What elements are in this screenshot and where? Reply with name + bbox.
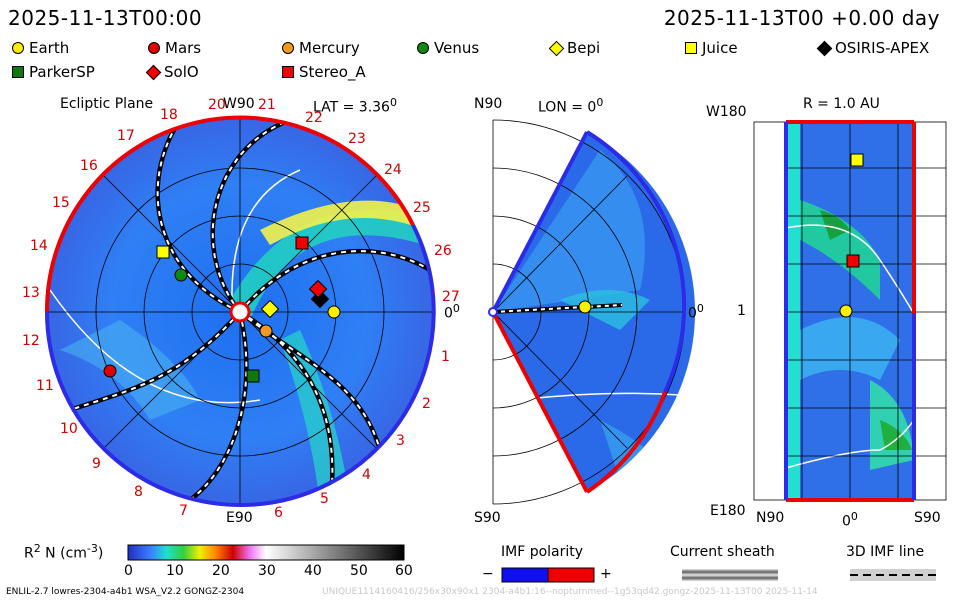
rotation-number: 21 bbox=[258, 97, 276, 113]
rotation-number: 16 bbox=[80, 158, 98, 174]
rotation-number: 6 bbox=[274, 505, 283, 521]
colorbar-tick: 30 bbox=[258, 563, 276, 579]
ecliptic-title: Ecliptic Plane bbox=[60, 96, 154, 112]
meridional-right-label: 00 bbox=[688, 302, 704, 322]
ecliptic-top-label: W90 bbox=[223, 96, 255, 112]
sun-marker bbox=[229, 301, 251, 323]
colorbar-gradient bbox=[127, 544, 405, 561]
radial-earth-marker bbox=[839, 304, 853, 318]
radial-tick-0: 00 bbox=[842, 510, 858, 530]
radial-stereo-a-marker bbox=[846, 254, 860, 268]
solo-marker bbox=[308, 279, 328, 299]
rotation-number: 8 bbox=[134, 484, 143, 500]
legend-parkersp: ParkerSP bbox=[12, 63, 95, 81]
rotation-number: 10 bbox=[60, 421, 78, 437]
rotation-number: 26 bbox=[434, 243, 452, 259]
colorbar-tick: 50 bbox=[350, 563, 368, 579]
legend-mercury: Mercury bbox=[282, 39, 360, 57]
legend-solo: SolO bbox=[145, 63, 199, 81]
imf-plus-label: + bbox=[600, 566, 612, 582]
ecliptic-lat-label: LAT = 3.360 bbox=[313, 96, 397, 116]
radial-top-left-label: W180 bbox=[706, 104, 747, 120]
rotation-number: 7 bbox=[179, 503, 188, 519]
legend-venus: Venus bbox=[417, 39, 479, 57]
left-timestamp: 2025-11-13T00:00 bbox=[8, 6, 203, 30]
legend-juice: Juice bbox=[685, 39, 738, 57]
rotation-number: 27 bbox=[442, 289, 460, 305]
rotation-number: 2 bbox=[422, 396, 431, 412]
radial-juice-marker bbox=[850, 153, 864, 167]
mercury-marker bbox=[259, 324, 273, 338]
imf-polarity-label: IMF polarity bbox=[501, 544, 584, 560]
earth-marker bbox=[327, 305, 341, 319]
rotation-number: 23 bbox=[348, 131, 366, 147]
rotation-number: 9 bbox=[92, 456, 101, 472]
colorbar-tick: 0 bbox=[124, 563, 133, 579]
rotation-number: 14 bbox=[30, 238, 48, 254]
meridional-earth-marker bbox=[578, 300, 592, 314]
ecliptic-right-label: 00 bbox=[444, 302, 460, 322]
rotation-number: 18 bbox=[160, 107, 178, 123]
colorbar-tick: 20 bbox=[212, 563, 230, 579]
rotation-number: 25 bbox=[413, 200, 431, 216]
ecliptic-bottom-label: E90 bbox=[226, 510, 253, 526]
parkersp-marker bbox=[246, 369, 260, 383]
colorbar-tick: 10 bbox=[166, 563, 184, 579]
legend-mars: Mars bbox=[148, 39, 201, 57]
legend-earth: Earth bbox=[12, 39, 69, 57]
imf-minus-label: − bbox=[482, 566, 494, 582]
radial-mid-left-label: 1 bbox=[737, 303, 746, 319]
earth-marker-icon bbox=[12, 42, 24, 54]
meridional-lon-label: LON = 00 bbox=[538, 96, 604, 116]
stereo-a-marker-icon bbox=[282, 66, 294, 78]
rotation-number: 22 bbox=[305, 110, 323, 126]
rotation-number: 17 bbox=[117, 128, 135, 144]
rotation-number: 5 bbox=[320, 491, 329, 507]
meridional-bottom-label: S90 bbox=[474, 510, 501, 526]
rotation-number: 24 bbox=[384, 162, 402, 178]
legend-osiris-apex: OSIRIS-APEX bbox=[816, 39, 929, 57]
rotation-number: 11 bbox=[36, 378, 54, 394]
mars-marker bbox=[103, 364, 117, 378]
meridional-top-label: N90 bbox=[474, 96, 503, 112]
rotation-number: 1 bbox=[441, 349, 450, 365]
colorbar-tick: 40 bbox=[304, 563, 322, 579]
rotation-number: 13 bbox=[22, 285, 40, 301]
rotation-number: 15 bbox=[52, 195, 70, 211]
radial-panel bbox=[753, 120, 947, 502]
current-sheath-label: Current sheath bbox=[670, 544, 775, 560]
rotation-number: 12 bbox=[22, 333, 40, 349]
mercury-marker-icon bbox=[282, 42, 294, 54]
meridional-plane-panel bbox=[488, 119, 696, 505]
stereo-a-marker bbox=[295, 236, 309, 250]
legend-stereo-a: Stereo_A bbox=[282, 63, 366, 81]
radial-tick-s90: S90 bbox=[914, 510, 941, 526]
rotation-number: 3 bbox=[396, 433, 405, 449]
mars-marker-icon bbox=[148, 42, 160, 54]
imf-negative-swatch bbox=[501, 567, 549, 583]
footer-watermark: UNIQUE1114160416/256x30x90x1 2304-a4b1:1… bbox=[322, 587, 818, 597]
right-timestamp: 2025-11-13T00 +0.00 day bbox=[663, 6, 940, 30]
imf-positive-swatch bbox=[547, 567, 595, 583]
radial-bottom-left-label: E180 bbox=[710, 503, 746, 519]
juice-marker bbox=[156, 245, 170, 259]
imf-line-label: 3D IMF line bbox=[846, 544, 925, 560]
legend-bepi: Bepi bbox=[548, 39, 600, 57]
ecliptic-plane-panel bbox=[44, 115, 436, 508]
colorbar-tick: 60 bbox=[395, 563, 413, 579]
parkersp-marker-icon bbox=[12, 66, 24, 78]
radial-title: R = 1.0 AU bbox=[803, 96, 880, 112]
juice-marker-icon bbox=[685, 42, 697, 54]
rotation-number: 4 bbox=[362, 467, 371, 483]
radial-tick-n90: N90 bbox=[756, 510, 785, 526]
bepi-marker bbox=[260, 299, 280, 319]
footer-model-info: ENLIL-2.7 lowres-2304-a4b1 WSA_V2.2 GONG… bbox=[6, 587, 245, 597]
venus-marker-icon bbox=[417, 42, 429, 54]
rotation-number: 20 bbox=[208, 97, 226, 113]
venus-marker bbox=[174, 268, 188, 282]
colorbar-label: R2 N (cm-3) bbox=[24, 542, 104, 562]
